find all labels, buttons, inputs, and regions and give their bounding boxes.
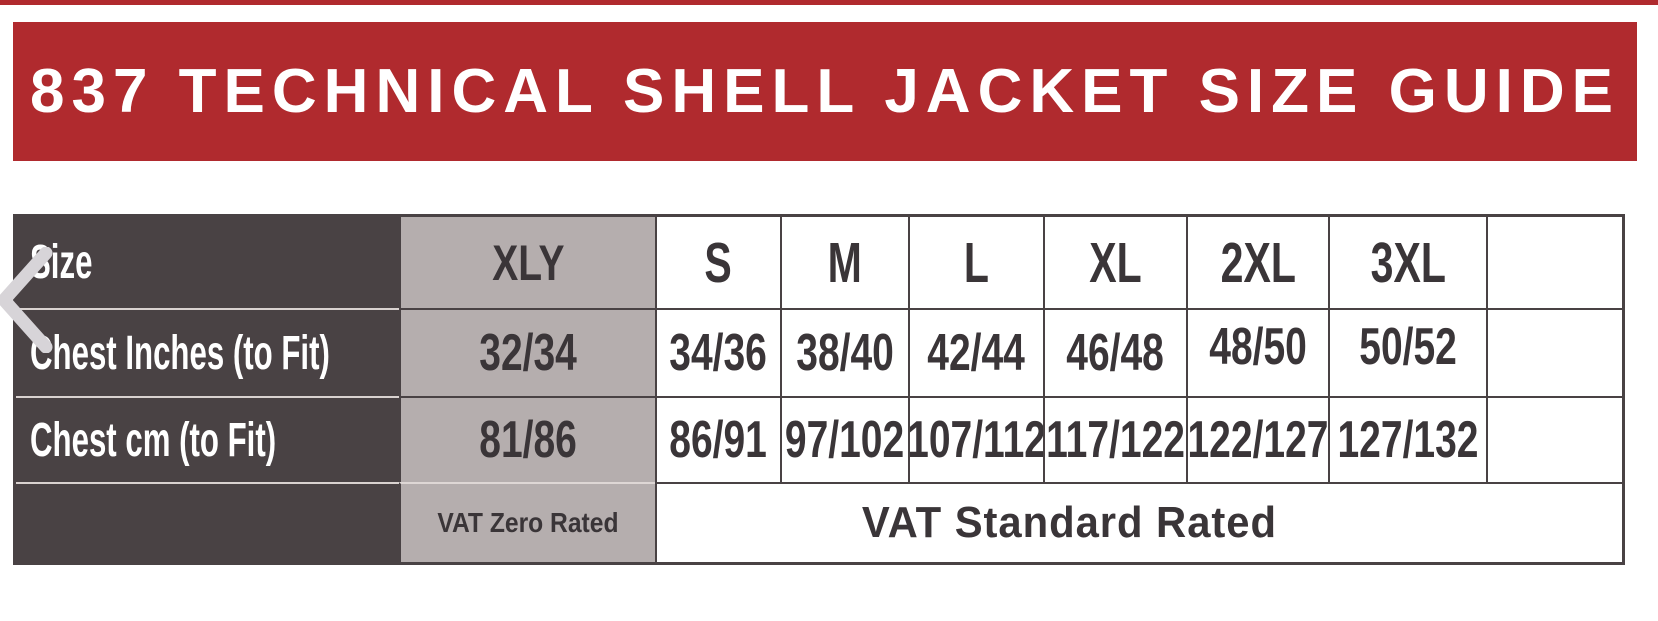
size-3xl-value: 3XL	[1370, 230, 1446, 295]
cell-cm-xl: 117/122	[1043, 396, 1186, 482]
size-guide-table: Size XLY S M L XL 2XL 3XL Chest Inches (…	[13, 214, 1625, 565]
row-header-size: Size	[16, 217, 399, 308]
cell-size-m: M	[780, 217, 908, 308]
xly-inches-value: 32/34	[479, 324, 577, 382]
cell-cm-s: 86/91	[655, 396, 780, 482]
cm-xl-value: 117/122	[1046, 411, 1185, 469]
cm-l-value: 107/112	[908, 411, 1043, 469]
cell-inches-l: 42/44	[908, 308, 1043, 396]
size-m-value: M	[827, 230, 863, 295]
cell-size-s: S	[655, 217, 780, 308]
cell-cm-l: 107/112	[908, 396, 1043, 482]
cell-vat-zero-rated: VAT Zero Rated	[399, 482, 655, 562]
cell-size-xl: XL	[1043, 217, 1186, 308]
cell-vat-rowheader-empty	[16, 482, 399, 562]
cell-inches-xl: 46/48	[1043, 308, 1186, 396]
row-header-chest-cm: Chest cm (to Fit)	[16, 396, 399, 482]
cell-xly-size: XLY	[399, 217, 655, 308]
cell-xly-inches: 32/34	[399, 308, 655, 396]
xly-cm-value: 81/86	[479, 411, 577, 469]
inches-l-value: 42/44	[927, 324, 1026, 382]
chevron-left-icon	[0, 246, 53, 354]
cm-3xl-value: 127/132	[1337, 411, 1479, 469]
cell-cm-2xl: 122/127	[1186, 396, 1328, 482]
inches-xl-value: 46/48	[1066, 324, 1165, 382]
cell-inches-2xl: 48/50	[1186, 308, 1328, 396]
cm-m-value: 97/102	[785, 411, 905, 469]
size-l-value: L	[963, 230, 990, 295]
row-header-chest-inches: Chest Inches (to Fit)	[16, 308, 399, 396]
cell-size-3xl: 3XL	[1328, 217, 1486, 308]
top-red-strip	[0, 0, 1658, 5]
cell-inches-empty	[1486, 308, 1622, 396]
cell-cm-3xl: 127/132	[1328, 396, 1486, 482]
size-2xl-value: 2XL	[1220, 230, 1296, 295]
inches-s-value: 34/36	[669, 324, 768, 382]
page-title: 837 TECHNICAL SHELL JACKET SIZE GUIDE	[30, 57, 1620, 126]
cell-size-l: L	[908, 217, 1043, 308]
inches-2xl-value: 48/50	[1209, 318, 1307, 376]
cell-cm-empty	[1486, 396, 1622, 482]
cell-inches-s: 34/36	[655, 308, 780, 396]
cell-xly-cm: 81/86	[399, 396, 655, 482]
cell-inches-m: 38/40	[780, 308, 908, 396]
size-s-value: S	[704, 230, 733, 295]
xly-size-value: XLY	[491, 234, 565, 291]
size-xl-value: XL	[1089, 230, 1142, 295]
cm-2xl-value: 122/127	[1187, 411, 1328, 469]
carousel-prev-button[interactable]	[0, 246, 56, 354]
inches-3xl-value: 50/52	[1359, 318, 1457, 376]
inches-m-value: 38/40	[796, 324, 894, 382]
cell-cm-m: 97/102	[780, 396, 908, 482]
vat-standard-rated-label: VAT Standard Rated	[861, 498, 1278, 547]
row-header-chest-cm-label: Chest cm (to Fit)	[30, 413, 277, 467]
vat-zero-rated-label: VAT Zero Rated	[437, 507, 619, 538]
cm-s-value: 86/91	[669, 411, 768, 469]
cell-size-empty	[1486, 217, 1622, 308]
cell-vat-standard-rated: VAT Standard Rated	[655, 482, 1622, 562]
cell-inches-3xl: 50/52	[1328, 308, 1486, 396]
cell-size-2xl: 2XL	[1186, 217, 1328, 308]
size-guide-banner: 837 TECHNICAL SHELL JACKET SIZE GUIDE	[13, 22, 1637, 161]
row-header-chest-inches-label: Chest Inches (to Fit)	[30, 326, 330, 380]
